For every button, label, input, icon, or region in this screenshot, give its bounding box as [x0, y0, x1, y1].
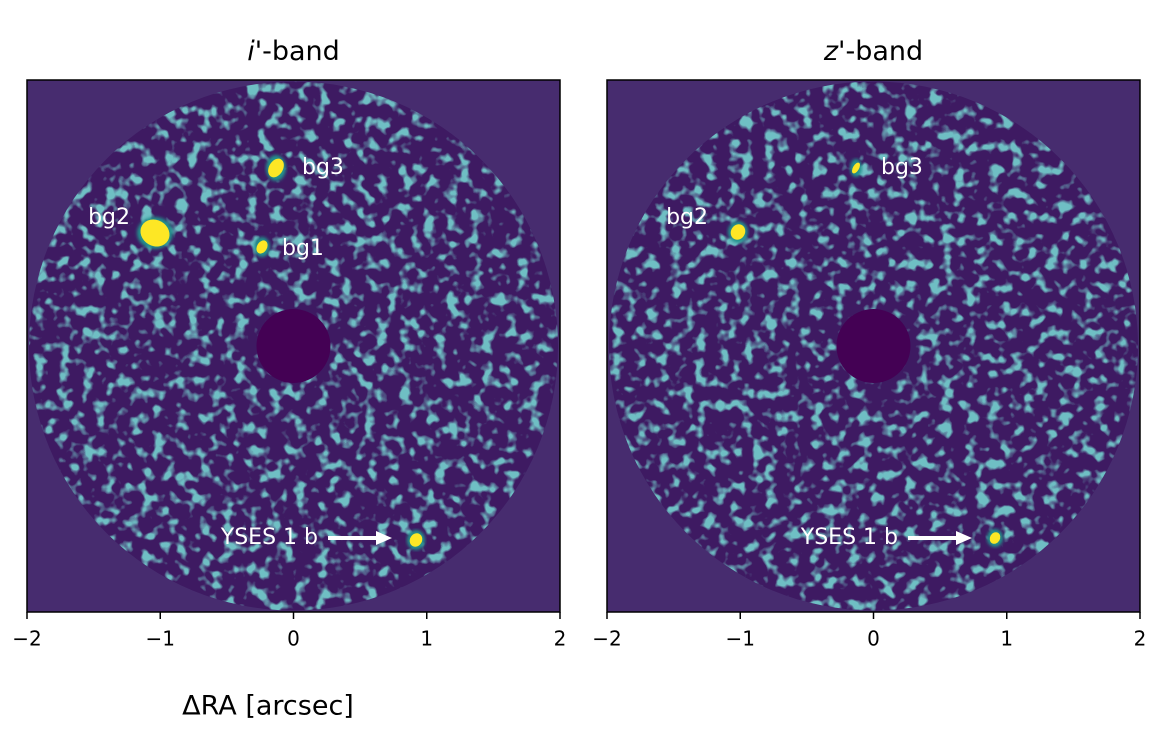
source-core: [256, 240, 268, 254]
source-core: [852, 162, 860, 174]
x-tick-label: −2: [12, 627, 41, 651]
title-part: '-band: [838, 36, 923, 67]
x-tick-label: 0: [287, 627, 300, 651]
x-tick-label: 1: [420, 627, 433, 651]
annotation: bg3: [881, 155, 923, 180]
annotation: bg1: [282, 236, 324, 261]
x-tick-label: 2: [1134, 627, 1147, 651]
annotation: bg2: [88, 205, 130, 230]
source-core: [140, 219, 170, 247]
annotation: bg3: [302, 155, 344, 180]
title-part: '-band: [255, 36, 340, 67]
coronagraph-mask: [256, 309, 331, 383]
source-core: [268, 158, 284, 178]
title-part: z: [823, 36, 839, 67]
panel: bg3 bg2 YSES 1 b z'-band −2 −1 0 1 2: [592, 36, 1146, 651]
x-tick-label: 1: [1000, 627, 1013, 651]
title-part: i: [247, 36, 255, 67]
annotation: bg2: [666, 205, 708, 230]
panel-title: i'-band: [247, 36, 340, 67]
x-axis-label: ΔRA [arcsec]: [182, 691, 354, 722]
panel: bg3 bg2 bg1 YSES 1 b i'-band −2 −1 0 1 2 ΔRA [arcs…: [12, 36, 566, 722]
annotation: YSES 1 b: [220, 525, 318, 550]
source-core: [730, 224, 746, 240]
x-tick-label: 0: [867, 627, 880, 651]
x-tick-label: −2: [592, 627, 621, 651]
x-tick-label: 2: [554, 627, 567, 651]
arrow-head: [956, 531, 972, 545]
source-core: [989, 532, 1001, 544]
arrow-head: [376, 531, 392, 545]
coronagraph-mask: [836, 309, 911, 383]
panel-title: z'-band: [823, 36, 923, 67]
source-core: [409, 533, 423, 547]
x-tick-label: −1: [146, 627, 175, 651]
annotation: YSES 1 b: [800, 525, 898, 550]
x-tick-label: −1: [726, 627, 755, 651]
